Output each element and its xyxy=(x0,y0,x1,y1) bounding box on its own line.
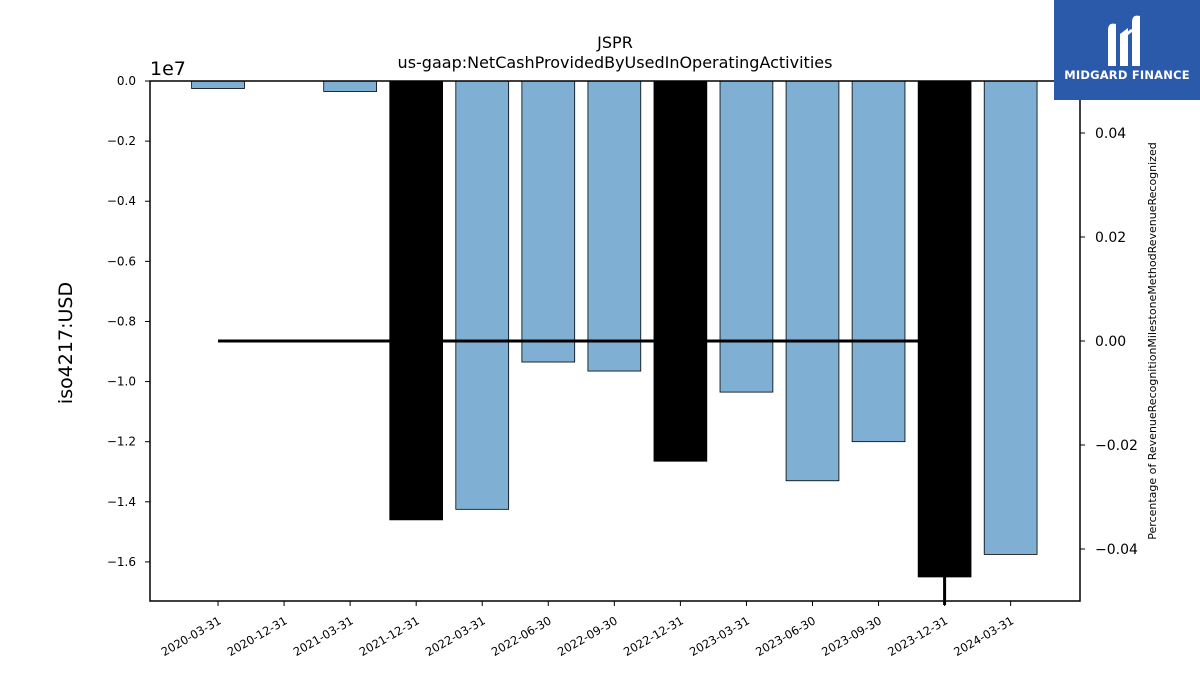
x-tick-label: 2023-06-30 xyxy=(753,613,818,659)
x-tick-label: 2020-12-31 xyxy=(225,613,290,659)
y-tick-label: −0.8 xyxy=(107,314,136,328)
y2-tick-label: 0.00 xyxy=(1095,334,1126,350)
y-tick-label: −1.4 xyxy=(107,495,136,509)
bar-2023-12-31 xyxy=(917,80,972,578)
logo-mark-icon xyxy=(1108,15,1140,67)
y-tick-label: −1.0 xyxy=(107,375,136,389)
bar-2022-06-30 xyxy=(521,80,576,363)
bars-layer xyxy=(191,80,1038,578)
chart-title: JSPR xyxy=(596,33,633,52)
y-ticks: 0.0 −0.2 −0.4 −0.6 −0.8 −1.0 −1.2 −1.4 −1.6 xyxy=(107,74,150,569)
y-tick-label: −1.2 xyxy=(107,435,136,449)
midgard-logo: MIDGARD FINANCE xyxy=(1054,0,1200,100)
x-tick-label: 2021-12-31 xyxy=(357,613,422,659)
bar-2024-03-31 xyxy=(983,80,1038,555)
y2-tick-label: −0.04 xyxy=(1095,542,1138,558)
y-tick-label: −0.4 xyxy=(107,194,136,208)
y2-tick-label: 0.04 xyxy=(1095,126,1126,142)
x-tick-label: 2023-12-31 xyxy=(885,613,950,659)
x-tick-label: 2022-03-31 xyxy=(423,613,488,659)
bar-2021-03-31 xyxy=(323,80,377,92)
y2-ticks: 0.04 0.02 0.00 −0.02 −0.04 xyxy=(1080,126,1138,558)
y-tick-label: 0.0 xyxy=(117,74,136,88)
y-tick-label: −1.6 xyxy=(107,555,136,569)
x-tick-label: 2022-09-30 xyxy=(555,613,620,659)
x-tick-label: 2024-03-31 xyxy=(951,613,1016,659)
bar-2020-03-31 xyxy=(191,80,245,89)
bar-2023-09-30 xyxy=(851,80,906,443)
x-tick-label: 2021-03-31 xyxy=(291,613,356,659)
x-tick-label: 2022-12-31 xyxy=(621,613,686,659)
bar-2022-03-31 xyxy=(455,80,510,510)
x-ticks: 2020-03-31 2020-12-31 2021-03-31 2021-12-31… xyxy=(159,601,1016,659)
bar-2023-03-31 xyxy=(719,80,774,393)
x-tick-label: 2020-03-31 xyxy=(159,613,224,659)
y-tick-label: −0.2 xyxy=(107,134,136,148)
y-axis-label: iso4217:USD xyxy=(55,282,77,404)
y-multiplier: 1e7 xyxy=(150,58,186,80)
bar-2022-12-31 xyxy=(653,80,708,462)
bar-2023-06-30 xyxy=(785,80,840,482)
logo-text: MIDGARD FINANCE xyxy=(1064,68,1190,82)
x-tick-label: 2023-09-30 xyxy=(819,613,884,659)
bar-2022-09-30 xyxy=(587,80,642,372)
y2-tick-label: 0.02 xyxy=(1095,230,1126,246)
x-tick-label: 2022-06-30 xyxy=(489,613,554,659)
y2-tick-label: −0.02 xyxy=(1095,438,1138,454)
x-tick-label: 2023-03-31 xyxy=(687,613,752,659)
y-tick-label: −0.6 xyxy=(107,254,136,268)
y2-axis-label: Percentage of RevenueRecognitionMileston… xyxy=(1146,142,1159,539)
plot-frame xyxy=(149,80,1081,602)
bar-2021-12-31 xyxy=(389,80,444,521)
chart-subtitle: us-gaap:NetCashProvidedByUsedInOperating… xyxy=(398,53,833,72)
